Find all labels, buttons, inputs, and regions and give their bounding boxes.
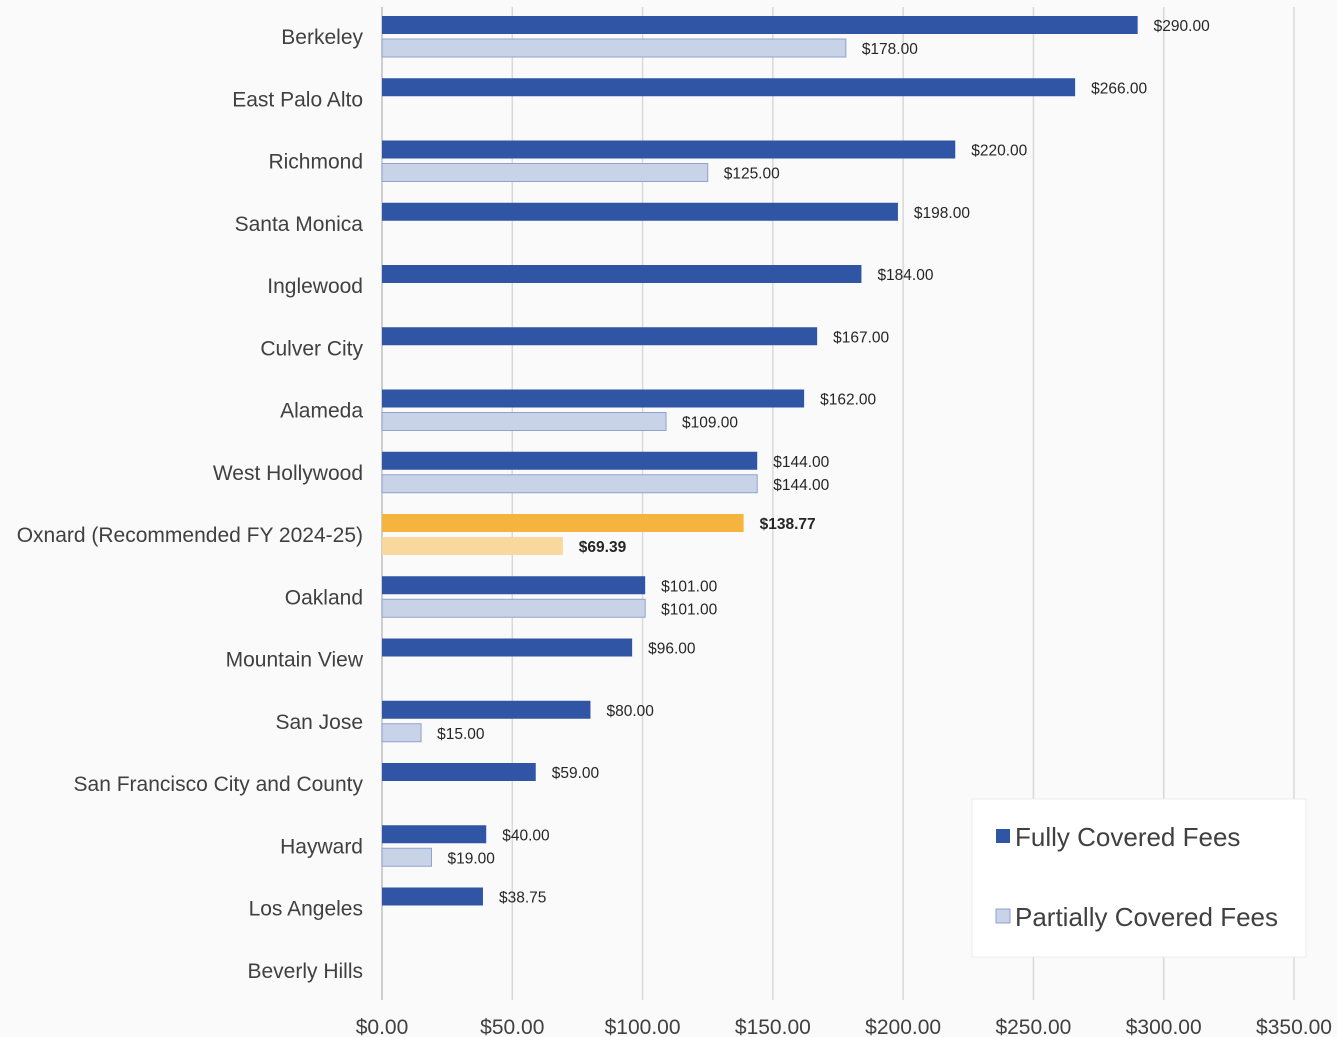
- data-label-partially: $178.00: [862, 41, 918, 58]
- data-label-partially: $101.00: [661, 601, 717, 618]
- x-tick-label: $100.00: [605, 1016, 681, 1037]
- data-label-fully: $40.00: [502, 827, 550, 844]
- data-label-fully: $80.00: [606, 703, 654, 720]
- data-label-fully: $198.00: [914, 205, 970, 222]
- bar-fully-covered: [382, 825, 487, 844]
- data-label-partially: $19.00: [448, 850, 496, 867]
- x-tick-label: $250.00: [995, 1016, 1071, 1037]
- bar-partially-covered: [381, 847, 433, 867]
- category-label: Mountain View: [226, 649, 364, 672]
- category-label: Los Angeles: [249, 898, 363, 921]
- category-label: East Palo Alto: [232, 88, 363, 111]
- data-label-fully: $144.00: [773, 454, 829, 471]
- data-label-fully: $59.00: [552, 765, 600, 782]
- bar-fully-covered: [382, 638, 633, 657]
- category-label: Inglewood: [267, 275, 363, 298]
- category-label: Berkeley: [281, 26, 363, 49]
- bar-partially-covered: [381, 412, 667, 431]
- x-tick-label: $200.00: [865, 1016, 941, 1037]
- data-label-fully: $96.00: [648, 641, 696, 658]
- data-label-partially: $109.00: [682, 415, 738, 432]
- bar-fully-covered: [382, 887, 483, 906]
- data-label-fully: $38.75: [499, 890, 546, 907]
- data-label-partially: $15.00: [437, 726, 485, 743]
- x-tick-label: $50.00: [480, 1016, 544, 1037]
- category-labels: Berkeley East Palo Alto Richmond Santa Moni…: [17, 26, 364, 983]
- bar-fully-covered: [382, 265, 862, 283]
- bar-partially-covered: [381, 598, 646, 618]
- bar-fully-covered: [382, 576, 646, 595]
- bar-fully-covered: [382, 16, 1138, 34]
- data-label-fully: $290.00: [1154, 18, 1210, 35]
- bar-partially-covered: [381, 723, 422, 743]
- bar-fully-covered: [382, 140, 956, 159]
- data-label-fully: $101.00: [661, 578, 717, 595]
- legend-swatch-partially: [995, 908, 1011, 924]
- legend-swatch-fully: [996, 829, 1010, 843]
- category-label: Oxnard (Recommended FY 2024-25): [17, 524, 363, 547]
- bar-partially-covered: [381, 38, 847, 58]
- bar-partially-covered: [381, 163, 709, 182]
- bar-fully-covered: [382, 700, 591, 719]
- data-label-fully: $266.00: [1091, 80, 1147, 97]
- legend-label-fully: Fully Covered Fees: [1015, 822, 1240, 852]
- bar-fully-covered: [382, 389, 805, 408]
- bars: $290.00 $178.00 $266.00 $220.00 $125.00 $198.…: [381, 16, 1210, 907]
- data-label-fully: $138.77: [760, 516, 816, 533]
- x-axis-tick-labels: $0.00 $50.00 $100.00 $150.00 $200.00 $250.00 $…: [356, 1016, 1332, 1037]
- data-label-fully: $162.00: [820, 392, 876, 409]
- x-tick-label: $150.00: [735, 1016, 811, 1037]
- category-label: San Jose: [275, 711, 363, 734]
- x-tick-label: $300.00: [1126, 1016, 1202, 1037]
- data-label-partially: $125.00: [724, 166, 780, 183]
- category-label: Hayward: [280, 835, 363, 858]
- bar-fully-covered: [382, 78, 1076, 97]
- bar-fully-covered: [382, 451, 758, 470]
- data-label-fully: $220.00: [971, 143, 1027, 160]
- category-label: Beverly Hills: [247, 960, 363, 983]
- bar-partially-covered: [382, 537, 563, 555]
- category-label: West Hollywood: [213, 462, 363, 485]
- bar-fully-covered: [382, 763, 536, 781]
- bar-fully-covered: [382, 202, 898, 221]
- category-label: Culver City: [260, 337, 363, 360]
- bar-fully-covered: [382, 514, 744, 532]
- category-label: Santa Monica: [235, 213, 364, 236]
- bar-fully-covered: [382, 327, 818, 346]
- legend: Fully Covered Fees Partially Covered Fee…: [971, 798, 1307, 958]
- data-label-fully: $184.00: [877, 267, 933, 284]
- data-label-partially: $144.00: [773, 477, 829, 494]
- category-label: Richmond: [268, 151, 363, 174]
- category-label: Alameda: [280, 400, 363, 423]
- x-tick-label: $0.00: [356, 1016, 409, 1037]
- data-label-fully: $167.00: [833, 329, 889, 346]
- legend-box: [971, 798, 1307, 958]
- legend-label-partially: Partially Covered Fees: [1015, 902, 1278, 932]
- data-label-partially: $69.39: [579, 539, 627, 556]
- category-label: Oakland: [285, 586, 363, 609]
- category-label: San Francisco City and County: [74, 773, 364, 796]
- bar-partially-covered: [381, 474, 758, 494]
- x-tick-label: $350.00: [1256, 1016, 1332, 1037]
